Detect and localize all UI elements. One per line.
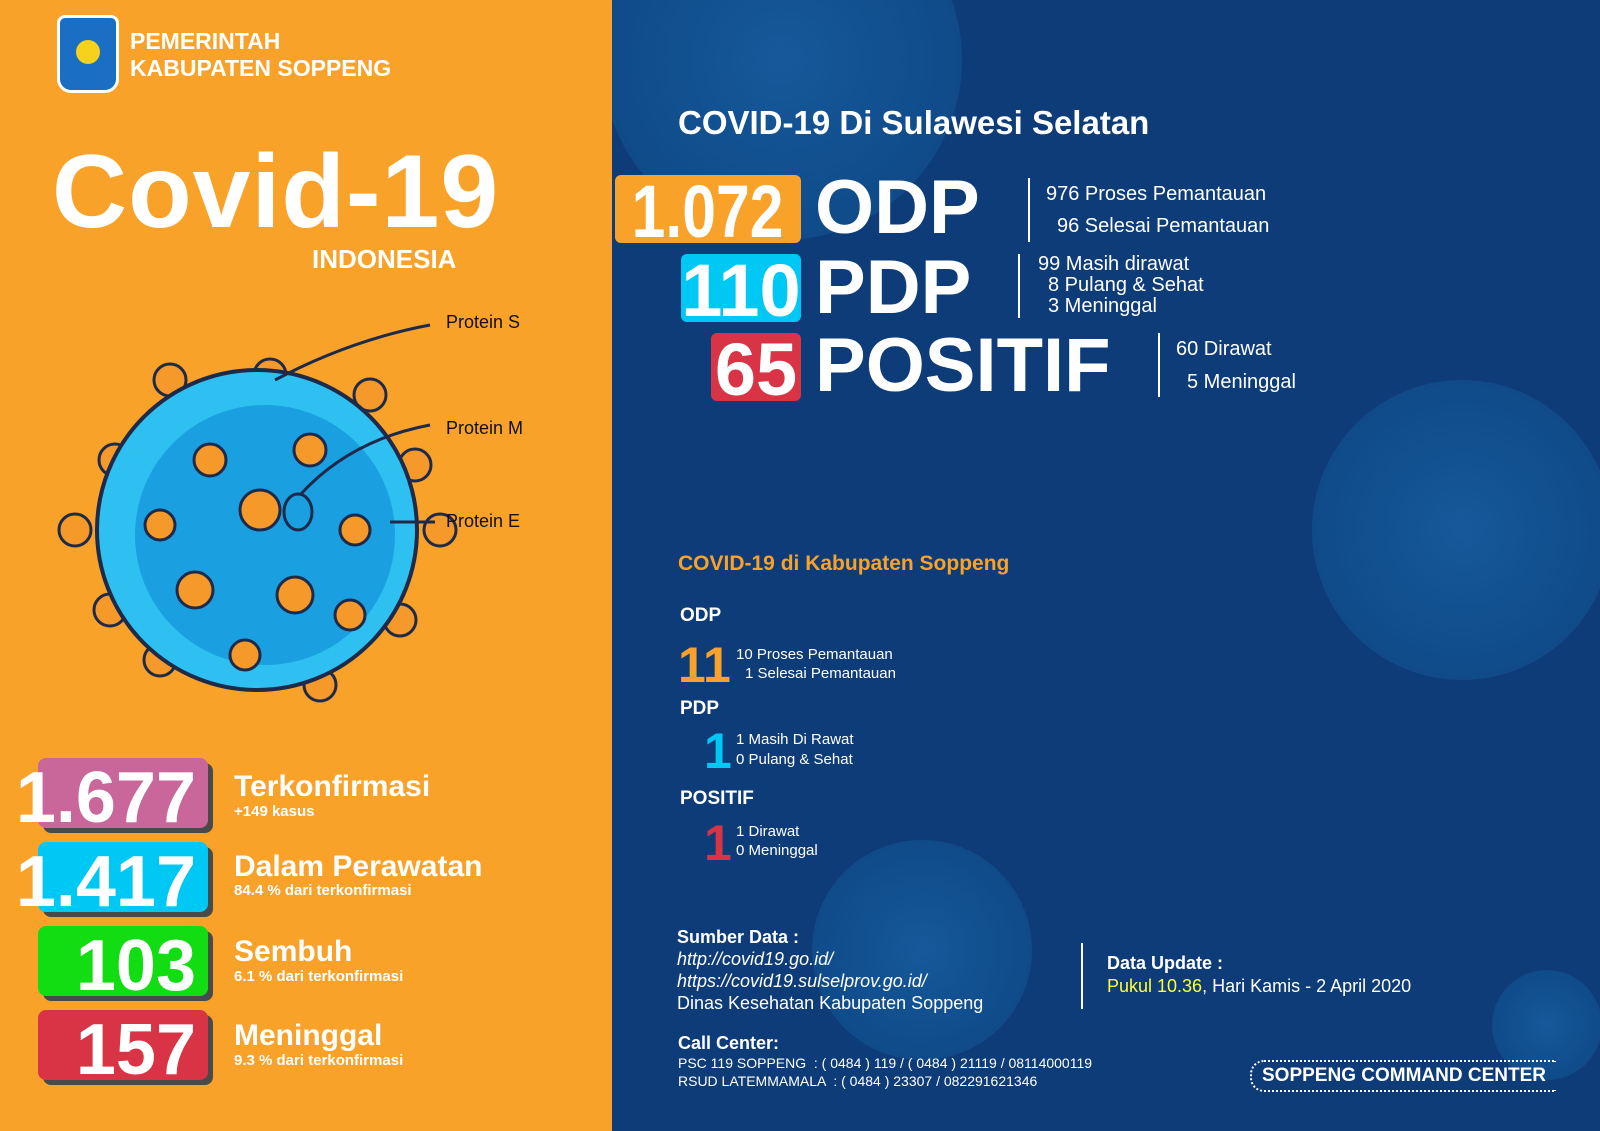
regional-panel	[612, 0, 1600, 1131]
regency-logo	[57, 15, 119, 93]
section-label: POSITIF	[680, 788, 754, 809]
section-detail: 0 Pulang & Sehat	[736, 751, 853, 768]
update-time: Pukul 10.36	[1107, 976, 1203, 996]
stat-sub: +149 kasus	[234, 803, 315, 820]
stat-box: 157	[38, 1010, 208, 1086]
section-detail: 1 Selesai Pemantauan	[745, 665, 896, 682]
odp-label: ODP	[815, 165, 980, 250]
stat-label: Sembuh	[234, 935, 353, 968]
org-line-2: KABUPATEN SOPPENG	[130, 55, 392, 81]
pdp-detail: 3 Meninggal	[1048, 295, 1157, 317]
indonesia-panel: PEMERINTAH KABUPATEN SOPPENG Covid-19 IN…	[0, 0, 612, 1131]
positive-detail: 5 Meninggal	[1187, 371, 1296, 393]
section-label: PDP	[680, 698, 720, 719]
pdp-detail: 99 Masih dirawat	[1038, 253, 1190, 275]
stat-label: Meninggal	[234, 1019, 383, 1052]
section-detail: 0 Meninggal	[736, 842, 818, 859]
positive-detail: 60 Dirawat	[1176, 338, 1272, 360]
label-protein-s: Protein S	[446, 312, 521, 332]
odp-detail: 976 Proses Pemantauan	[1046, 183, 1267, 205]
page-title: Covid-19	[52, 134, 500, 250]
stat-label: Dalam Perawatan	[234, 850, 483, 883]
stat-label: Terkonfirmasi	[234, 770, 431, 803]
call-center-line: PSC 119 SOPPENG : ( 0484 ) 119 / ( 0484 …	[678, 1055, 1093, 1071]
virus-illustration	[57, 323, 458, 703]
update-title: Data Update :	[1107, 953, 1224, 973]
soppeng-title: COVID-19 di Kabupaten Soppeng	[678, 552, 1010, 575]
section-value: 1	[704, 815, 732, 871]
stat-sub: 9.3 % dari terkonfirmasi	[234, 1052, 404, 1069]
sulsel-title: COVID-19 Di Sulawesi Selatan	[678, 104, 1150, 141]
section-detail: 1 Masih Di Rawat	[736, 731, 854, 748]
section-label: ODP	[680, 605, 722, 626]
source-agency: Dinas Kesehatan Kabupaten Soppeng	[677, 993, 984, 1013]
positive-label: POSITIF	[815, 323, 1111, 408]
command-center-badge: SOPPENG COMMAND CENTER	[1250, 1060, 1556, 1092]
org-line-1: PEMERINTAH	[130, 28, 281, 54]
source-link[interactable]: http://covid19.go.id/	[677, 949, 834, 969]
pdp-detail: 8 Pulang & Sehat	[1048, 274, 1204, 296]
stat-box: 1.677	[16, 758, 208, 834]
pdp-value-badge: 110	[681, 254, 801, 322]
call-center-title: Call Center:	[678, 1033, 780, 1053]
call-center-line: RSUD LATEMMAMALA : ( 0484 ) 23307 / 0822…	[678, 1073, 1038, 1089]
page-subtitle: INDONESIA	[312, 244, 457, 274]
background-virus-decoration	[812, 840, 1032, 1060]
positive-value-badge: 65	[711, 333, 801, 401]
stat-sub: 84.4 % dari terkonfirmasi	[234, 882, 412, 899]
label-protein-e: Protein E	[446, 511, 521, 531]
odp-value-badge: 1.072	[615, 175, 801, 243]
update-date: , Hari Kamis - 2 April 2020	[1202, 976, 1412, 996]
section-detail: 1 Dirawat	[736, 823, 800, 840]
sources-title: Sumber Data :	[677, 927, 800, 947]
stat-box: 1.417	[16, 842, 208, 918]
stat-box: 103	[38, 926, 208, 1002]
pdp-label: PDP	[815, 245, 972, 330]
odp-detail: 96 Selesai Pemantauan	[1057, 215, 1270, 237]
section-value: 11	[678, 637, 731, 693]
star-emblem-icon	[76, 40, 100, 64]
section-detail: 10 Proses Pemantauan	[736, 646, 893, 663]
section-value: 1	[704, 723, 732, 779]
stat-sub: 6.1 % dari terkonfirmasi	[234, 968, 404, 985]
source-link[interactable]: https://covid19.sulselprov.go.id/	[677, 971, 927, 991]
label-protein-m: Protein M	[446, 418, 524, 438]
background-virus-decoration	[1312, 380, 1600, 680]
